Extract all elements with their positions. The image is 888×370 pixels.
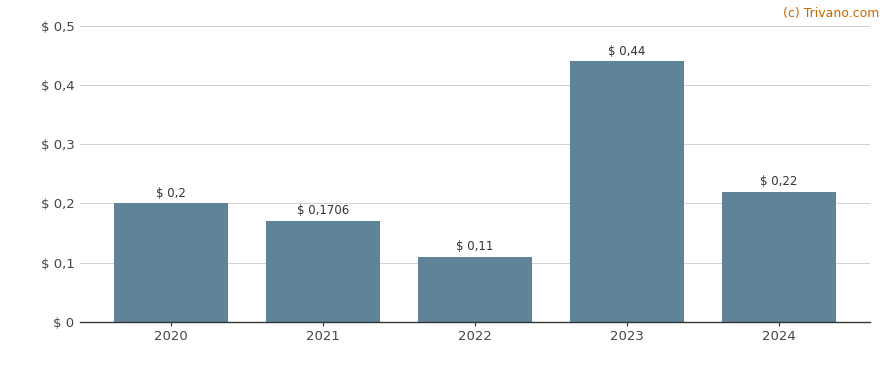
- Text: $ 0,44: $ 0,44: [608, 45, 646, 58]
- Text: $ 0,2: $ 0,2: [156, 187, 186, 200]
- Bar: [266, 221, 380, 322]
- Text: $ 0,11: $ 0,11: [456, 240, 494, 253]
- Text: (c) Trivano.com: (c) Trivano.com: [782, 7, 879, 20]
- Bar: [418, 257, 532, 322]
- Bar: [570, 61, 684, 322]
- Bar: [115, 204, 228, 322]
- Bar: [722, 192, 836, 322]
- Text: $ 0,1706: $ 0,1706: [297, 204, 349, 217]
- Text: $ 0,22: $ 0,22: [760, 175, 797, 188]
